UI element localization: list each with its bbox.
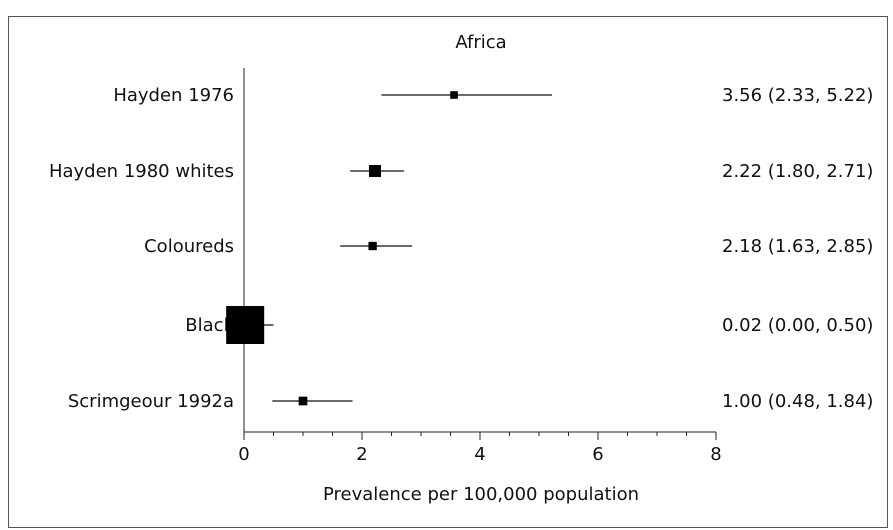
- chart-frame: [8, 16, 888, 528]
- ci-text-4: 1.00 (0.48, 1.84): [722, 391, 873, 412]
- study-label-1: Hayden 1980 whites: [49, 161, 234, 182]
- x-tick-label-4: 8: [710, 444, 721, 465]
- x-tick-label-2: 4: [474, 444, 485, 465]
- study-label-0: Hayden 1976: [113, 85, 234, 106]
- study-label-2: Coloureds: [144, 236, 234, 257]
- chart-title: Africa: [455, 32, 506, 53]
- x-tick-label-0: 0: [238, 444, 249, 465]
- x-tick-label-1: 2: [356, 444, 367, 465]
- estimate-marker-3: [226, 306, 265, 344]
- x-tick-label-3: 6: [592, 444, 603, 465]
- ci-text-1: 2.22 (1.80, 2.71): [722, 161, 873, 182]
- ci-text-2: 2.18 (1.63, 2.85): [722, 236, 873, 257]
- estimate-marker-4: [298, 396, 308, 406]
- estimate-marker-1: [368, 164, 381, 178]
- x-axis-label: Prevalence per 100,000 population: [323, 484, 639, 505]
- ci-text-0: 3.56 (2.33, 5.22): [722, 85, 873, 106]
- ci-text-3: 0.02 (0.00, 0.50): [722, 315, 873, 336]
- estimate-marker-0: [450, 91, 458, 99]
- study-label-3: Black: [185, 315, 234, 336]
- study-label-4: Scrimgeour 1992a: [68, 391, 234, 412]
- estimate-marker-2: [368, 241, 377, 251]
